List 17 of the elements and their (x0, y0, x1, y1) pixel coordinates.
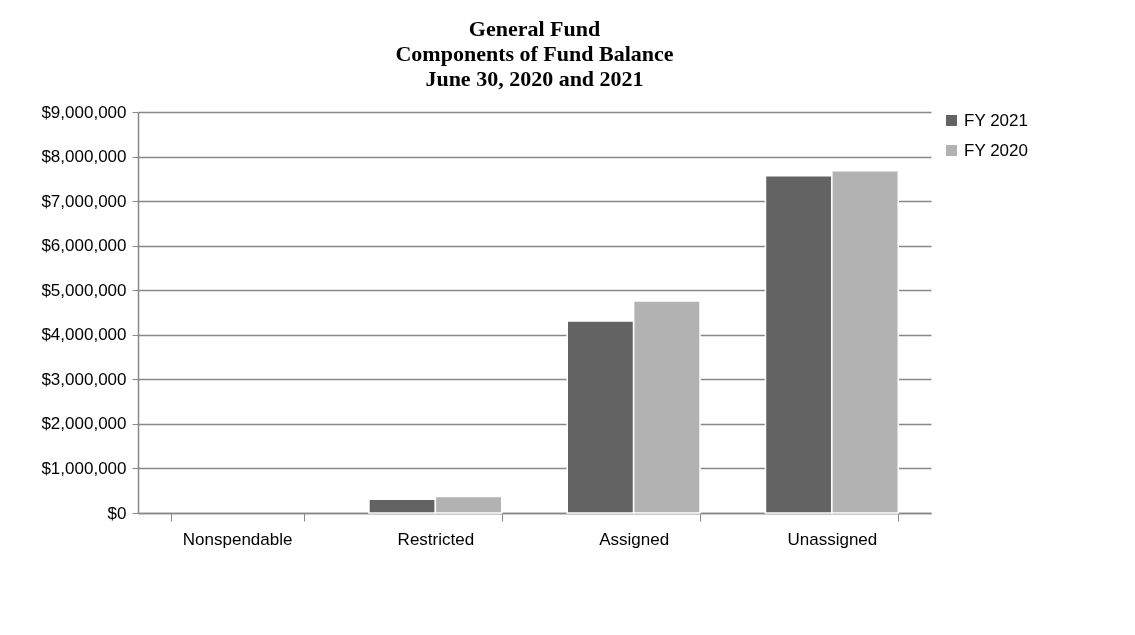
y-tick-label: $0 (107, 503, 127, 523)
x-tick-label: Assigned (599, 529, 670, 549)
y-tick-label: $4,000,000 (41, 325, 127, 345)
y-tick-label: $5,000,000 (41, 280, 127, 300)
chart-title: General Fund Components of Fund Balance June 30, 2020 and 2021 (395, 16, 674, 91)
x-tick-label: Unassigned (787, 529, 878, 549)
x-tick-label: Restricted (397, 529, 475, 549)
legend-label: FY 2020 (964, 140, 1028, 160)
legend-label: FY 2021 (964, 110, 1028, 130)
y-tick-label: $3,000,000 (41, 369, 127, 389)
y-tick-label: $1,000,000 (41, 458, 127, 478)
y-tick-label: $2,000,000 (41, 414, 127, 434)
y-tick-label: $6,000,000 (41, 236, 127, 256)
x-tick-label: Nonspendable (182, 529, 293, 549)
y-tick-label: $7,000,000 (41, 191, 127, 211)
y-tick-label: $9,000,000 (41, 102, 127, 122)
y-tick-label: $8,000,000 (41, 147, 127, 167)
